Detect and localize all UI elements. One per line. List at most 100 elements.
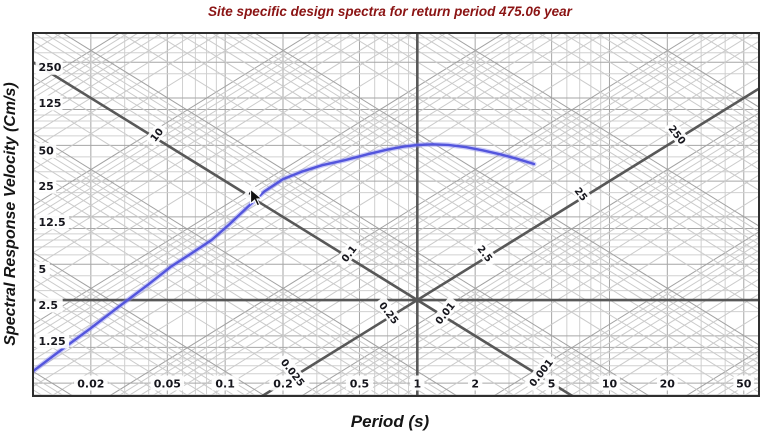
y-tick-chip	[35, 261, 50, 277]
displacement-grid-line	[369, 33, 759, 274]
y-tick-chip	[35, 142, 57, 158]
displacement-grid-line	[537, 33, 759, 170]
x-tick-label: 0.02	[77, 378, 104, 391]
label-chip	[430, 296, 459, 329]
displacement-grid-line	[119, 33, 709, 396]
x-tick-label: 0.1	[215, 378, 235, 391]
x-tick-label: 1	[413, 378, 421, 391]
displacement-grid-line	[33, 151, 429, 396]
x-tick-label: 20	[660, 378, 676, 391]
acceleration-grid-line	[208, 55, 759, 396]
x-tick-label: 2	[471, 378, 479, 391]
displacement-grid-line	[33, 159, 416, 396]
displacement-grid-line	[580, 33, 759, 144]
y-tick-chip	[35, 214, 70, 230]
displacement-grid-line	[629, 33, 759, 114]
acceleration-grid-line	[593, 293, 759, 396]
acceleration-grid-line	[33, 33, 371, 242]
acceleration-grid-line	[309, 117, 759, 396]
acceleration-grid-line	[33, 33, 414, 269]
displacement-grid-line	[52, 33, 642, 396]
y-tick-label: 2.5	[39, 299, 59, 312]
displacement-grid-line	[619, 33, 759, 120]
x-tick-label: 0.2	[273, 378, 293, 391]
acceleration-grid-line	[401, 174, 759, 396]
displacement-grid-line	[224, 33, 759, 364]
design-spectrum-line	[33, 143, 536, 373]
acceleration-grid-line	[358, 148, 759, 396]
acceleration-grid-line	[33, 33, 356, 233]
tick-labels: 0.02 0.05 0.1 0.2 0.5 1 2 5 10 20 50250125502512.5…	[35, 59, 755, 391]
label-chip	[374, 296, 404, 329]
displacement-grid-line	[33, 49, 593, 396]
x-tick-chip	[599, 375, 620, 391]
displacement-grid-line	[33, 138, 450, 396]
x-tick-label: 10	[602, 378, 618, 391]
label-chip	[472, 239, 498, 268]
x-tick-chip	[211, 375, 239, 391]
displacement-grid-line	[33, 270, 237, 396]
x-tick-chip	[269, 375, 297, 391]
acceleration-grid-line	[319, 123, 759, 396]
x-tick-chip	[150, 375, 185, 391]
displacement-grid-line	[153, 33, 742, 396]
x-tick-label: 5	[548, 378, 556, 391]
acceleration-grid-line	[166, 33, 755, 396]
displacement-grid-line	[61, 33, 651, 396]
acceleration-grid-line	[33, 33, 514, 331]
displacement-grid-line	[33, 144, 440, 396]
y-tick-chip	[35, 178, 57, 194]
chart-title: Site specific design spectra for return …	[208, 4, 573, 19]
y-tick-chip	[35, 297, 63, 313]
displacement-grid-line	[33, 180, 382, 396]
displacement-grid-line	[211, 33, 759, 372]
x-tick-label: 0.05	[154, 378, 181, 391]
y-tick-label: 25	[39, 180, 54, 193]
y-tick-label: 12.5	[39, 216, 66, 229]
grid-lines	[33, 33, 759, 396]
displacement-grid-line	[503, 33, 759, 191]
displacement-grid-line	[245, 33, 759, 351]
plot-border	[32, 32, 760, 397]
x-tick-chip	[410, 375, 425, 391]
x-tick-label: 0.5	[350, 378, 370, 391]
x-tick-chip	[467, 375, 483, 391]
acceleration-grid-line	[434, 195, 759, 396]
label-chip	[524, 354, 557, 391]
displacement-grid-line	[253, 33, 759, 346]
displacement-grid-line	[608, 33, 759, 126]
acceleration-grid-line	[33, 33, 563, 361]
design-spectrum-curve	[33, 141, 537, 374]
displacement-grid-line	[561, 33, 759, 155]
y-axis-title: Spectral Response Velocity (Cm/s)	[2, 82, 19, 346]
acceleration-grid-line	[535, 257, 759, 396]
acceleration-grid-line	[569, 278, 759, 396]
acceleration-grid-line	[33, 33, 606, 387]
displacement-grid-line	[33, 76, 550, 396]
displacement-grid-line	[437, 33, 759, 232]
displacement-grid-line	[345, 33, 759, 289]
y-tick-label: 5	[39, 263, 47, 276]
displacement-grid-line	[43, 33, 632, 396]
displacement-grid-line	[388, 33, 759, 263]
label-chip	[145, 123, 168, 146]
acceleration-grid-line	[33, 33, 197, 135]
y-tick-label: 250	[39, 61, 62, 74]
x-axis-title: Period (s)	[351, 412, 430, 431]
acceleration-grid-line	[501, 236, 759, 396]
displacement-grid-line	[177, 33, 759, 393]
acceleration-grid-line	[117, 33, 706, 396]
acceleration-grid-line	[522, 249, 759, 396]
displacement-grid-line	[33, 195, 358, 396]
y-tick-chip	[35, 333, 70, 349]
displacement-grid-line	[196, 33, 759, 382]
label-chip	[570, 182, 593, 206]
displacement-grid-line	[416, 33, 759, 245]
displacement-grid-line	[33, 299, 190, 396]
mouse-cursor-icon	[250, 188, 263, 207]
acceleration-grid-line	[33, 33, 505, 325]
displacement-grid-line	[33, 216, 324, 396]
displacement-grid-line	[33, 263, 248, 396]
label-chip	[665, 120, 691, 149]
